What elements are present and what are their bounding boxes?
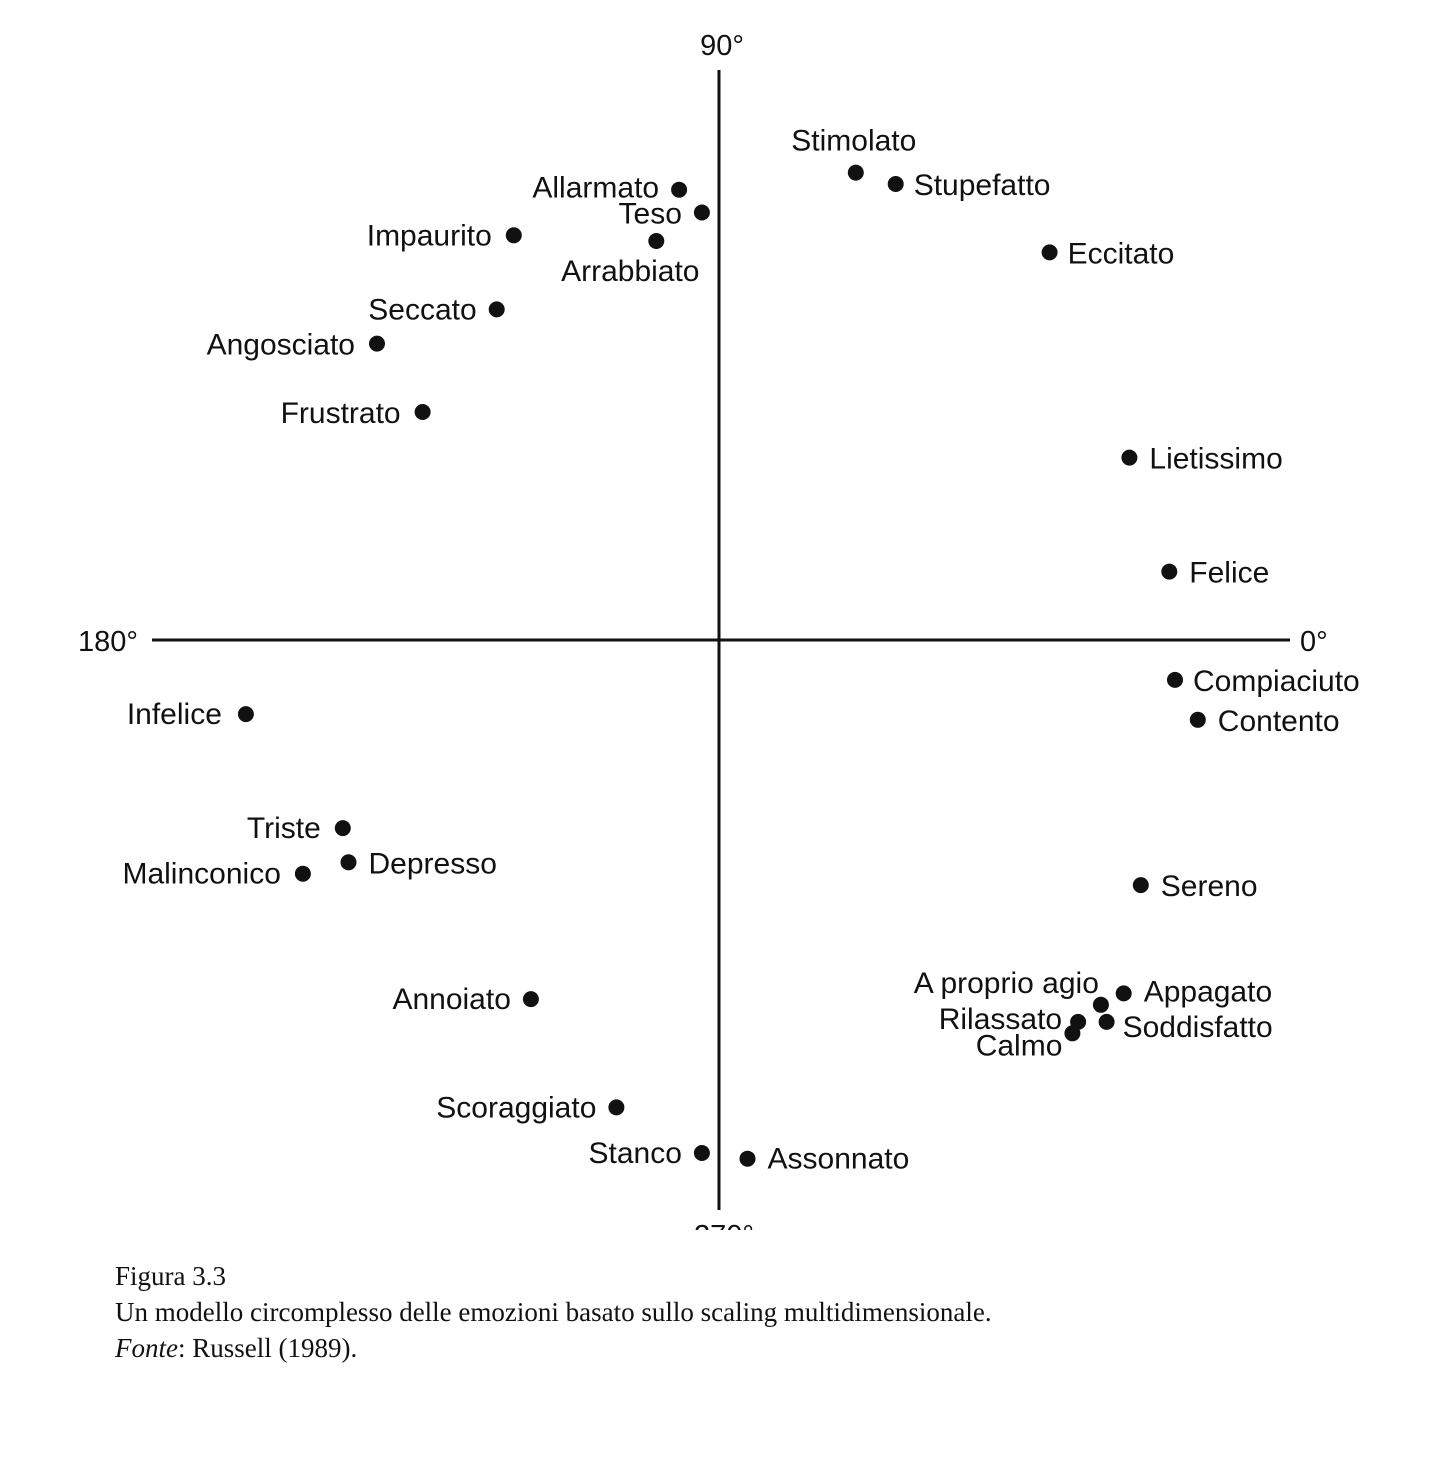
point-depresso [340,854,357,871]
point-label-eccitato: Eccitato [1068,237,1175,270]
point-lietissimo [1121,449,1138,466]
point-label-calmo: Calmo [976,1029,1063,1062]
circumplex-scatter-chart: 90° 0° 180° 270° Stimolato Stupefatto Ecci… [78,30,1360,1230]
point-label-felice: Felice [1189,557,1269,590]
point-label-arrabbiato: Arrabbiato [561,255,699,288]
figure-description: Un modello circomplesso delle emozioni b… [115,1297,992,1327]
point-triste [334,820,351,837]
point-stupefatto [887,176,904,192]
point-calmo [1064,1025,1081,1042]
point-label-assonnato: Assonnato [768,1143,910,1176]
point-label-seccato: Seccato [368,293,476,326]
point-arrabbiato [648,233,665,249]
point-label-triste: Triste [247,812,321,845]
point-annoiato [522,991,539,1008]
point-teso [693,204,710,221]
point-stimolato [847,164,864,181]
point-label-depresso: Depresso [369,847,497,880]
point-scoraggiato [608,1099,625,1116]
point-sereno [1132,877,1149,894]
point-appagato [1115,985,1132,1002]
point-label-stupefatto: Stupefatto [914,169,1051,202]
figure-source: Fonte: Russell (1989). [115,1330,992,1366]
point-label-angosciato: Angosciato [207,329,355,362]
point-allarmato [671,181,688,198]
point-label-a-proprio-agio: A proprio agio [914,967,1099,1000]
point-a-proprio-agio [1092,996,1109,1013]
axis-label-right: 0° [1300,626,1328,658]
point-label-contento: Contento [1218,705,1340,738]
point-label-compiaciuto: Compiaciuto [1193,665,1360,698]
point-assonnato [739,1150,756,1167]
point-label-allarmato: Allarmato [532,172,659,205]
point-eccitato [1041,244,1058,261]
figure-caption: Figura 3.3 Un modello circomplesso delle… [115,1258,992,1366]
point-impaurito [505,227,522,244]
point-label-stanco: Stanco [588,1137,681,1170]
point-label-stimolato: Stimolato [791,125,916,158]
point-label-lietissimo: Lietissimo [1149,443,1282,476]
point-frustrato [414,404,431,420]
source-label: Fonte [115,1333,178,1363]
point-label-rilassato: Rilassato [939,1003,1062,1036]
point-infelice [237,706,254,723]
axis-label-left: 180° [78,626,138,658]
point-stanco [693,1145,710,1161]
axis-label-top: 90° [700,30,744,62]
source-text: : Russell (1989). [177,1333,358,1363]
axis-label-bottom: 270° [694,1220,754,1230]
point-label-appagato: Appagato [1144,975,1272,1008]
point-label-teso: Teso [619,198,682,231]
point-label-malinconico: Malinconico [122,858,280,891]
point-label-soddisfatto: Soddisfatto [1123,1011,1273,1044]
data-points: Stimolato Stupefatto Eccitato AllarmatoTeso… [122,125,1359,1176]
point-label-scoraggiato: Scoraggiato [436,1091,596,1124]
point-soddisfatto [1098,1013,1115,1030]
point-label-annoiato: Annoiato [392,983,510,1016]
point-label-impaurito: Impaurito [367,219,492,252]
point-label-sereno: Sereno [1161,870,1258,903]
point-label-infelice: Infelice [127,698,222,731]
point-angosciato [369,335,385,352]
point-label-frustrato: Frustrato [281,397,401,430]
figure-number: Figura 3.3 [115,1261,226,1291]
point-compiaciuto [1167,671,1183,688]
point-seccato [488,301,505,318]
point-felice [1161,563,1178,580]
point-contento [1189,711,1206,728]
point-malinconico [294,865,311,882]
